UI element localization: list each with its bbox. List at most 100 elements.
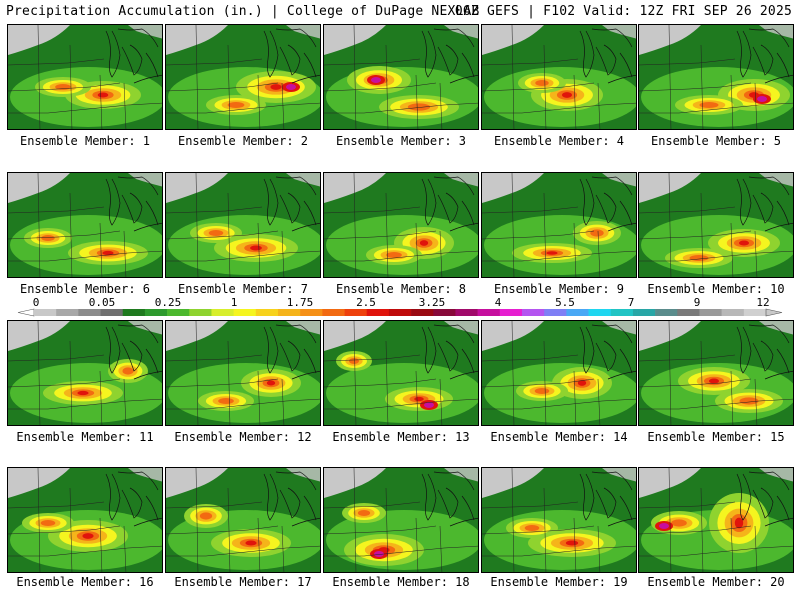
- ensemble-member-map: [638, 467, 794, 573]
- precip-map: [482, 468, 636, 572]
- precip-map: [166, 468, 320, 572]
- colorbar-tick-label: 5.5: [555, 296, 575, 309]
- precip-map: [8, 173, 162, 277]
- ensemble-member-map: [323, 467, 479, 573]
- colorbar-swatch: [211, 309, 234, 316]
- ensemble-member-label: Ensemble Member: 12: [174, 430, 312, 444]
- colorbar-swatch: [167, 309, 190, 316]
- precip-map: [639, 173, 793, 277]
- ensemble-member-label: Ensemble Member: 13: [332, 430, 470, 444]
- colorbar-tick-label: 9: [693, 296, 701, 309]
- precip-map: [482, 173, 636, 277]
- ensemble-member-label: Ensemble Member: 2: [177, 134, 309, 148]
- ensemble-member-map: [323, 172, 479, 278]
- ensemble-member-map: [638, 320, 794, 426]
- colorbar-tick-label: 0.05: [88, 296, 116, 309]
- colorbar-swatch: [344, 309, 368, 316]
- colorbar-swatch: [455, 309, 478, 316]
- colorbar-swatch: [544, 309, 567, 316]
- precip-map: [166, 173, 320, 277]
- precip-map: [166, 321, 320, 425]
- precip-map: [8, 468, 162, 572]
- precip-map: [324, 321, 478, 425]
- ensemble-member-map: [481, 24, 637, 130]
- precip-map: [639, 321, 793, 425]
- ensemble-member-map: [165, 172, 321, 278]
- colorbar-swatch: [477, 309, 501, 316]
- colorbar-swatch: [588, 309, 612, 316]
- colorbar-tick-label: 7: [627, 296, 635, 309]
- colorbar-swatch: [655, 309, 678, 316]
- ensemble-member-label: Ensemble Member: 1: [19, 134, 151, 148]
- colorbar-swatch: [56, 309, 79, 316]
- colorbar-swatch: [34, 309, 57, 316]
- precip-map: [8, 25, 162, 129]
- ensemble-member-label: Ensemble Member: 14: [490, 430, 628, 444]
- colorbar-swatch: [743, 309, 767, 316]
- precip-map: [166, 25, 320, 129]
- colorbar-tick-label: 12: [756, 296, 770, 309]
- colorbar-tick-label: 0.25: [154, 296, 182, 309]
- ensemble-member-map: [165, 320, 321, 426]
- ensemble-member-label: Ensemble Member: 6: [19, 282, 151, 296]
- colorbar-swatch: [677, 309, 700, 316]
- precip-map: [482, 321, 636, 425]
- ensemble-member-label: Ensemble Member: 19: [490, 575, 628, 589]
- colorbar-swatch: [255, 309, 279, 316]
- colorbar-max-arrow: [765, 308, 783, 317]
- ensemble-member-map: [165, 24, 321, 130]
- colorbar-swatch: [78, 309, 101, 316]
- ensemble-member-map: [7, 24, 163, 130]
- ensemble-member-map: [481, 467, 637, 573]
- colorbar-swatch: [322, 309, 345, 316]
- ensemble-member-map: [638, 24, 794, 130]
- colorbar-tick-label: 1.75: [286, 296, 314, 309]
- ensemble-member-label: Ensemble Member: 20: [647, 575, 785, 589]
- precip-map: [324, 173, 478, 277]
- page-title: Precipitation Accumulation (in.) | Colle…: [6, 4, 480, 19]
- colorbar-swatch: [566, 309, 589, 316]
- ensemble-member-label: Ensemble Member: 16: [16, 575, 154, 589]
- ensemble-member-map: [323, 24, 479, 130]
- colorbar-swatch: [610, 309, 634, 316]
- ensemble-member-map: [481, 172, 637, 278]
- ensemble-member-label: Ensemble Member: 8: [335, 282, 467, 296]
- ensemble-member-label: Ensemble Member: 9: [493, 282, 625, 296]
- ensemble-member-label: Ensemble Member: 17: [174, 575, 312, 589]
- colorbar-tick-label: 0: [32, 296, 40, 309]
- ensemble-member-label: Ensemble Member: 4: [493, 134, 625, 148]
- ensemble-member-label: Ensemble Member: 10: [647, 282, 785, 296]
- ensemble-member-map: [7, 467, 163, 573]
- ensemble-member-map: [481, 320, 637, 426]
- ensemble-member-map: [7, 172, 163, 278]
- ensemble-member-label: Ensemble Member: 7: [177, 282, 309, 296]
- ensemble-member-map: [7, 320, 163, 426]
- ensemble-member-label: Ensemble Member: 15: [647, 430, 785, 444]
- ensemble-member-label: Ensemble Member: 11: [16, 430, 154, 444]
- colorbar-swatch: [278, 309, 301, 316]
- colorbar-swatch: [632, 309, 656, 316]
- colorbar-tick-label: 4: [494, 296, 502, 309]
- colorbar-min-arrow: [17, 308, 35, 317]
- colorbar-swatch: [122, 309, 146, 316]
- ensemble-member-map: [323, 320, 479, 426]
- ensemble-member-label: Ensemble Member: 5: [650, 134, 782, 148]
- ensemble-member-map: [165, 467, 321, 573]
- colorbar-swatch: [388, 309, 412, 316]
- precip-map: [324, 468, 478, 572]
- colorbar-tick-label: 2.5: [356, 296, 376, 309]
- precip-map: [324, 25, 478, 129]
- colorbar-swatch: [300, 309, 323, 316]
- precip-map: [639, 468, 793, 572]
- precip-map: [482, 25, 636, 129]
- colorbar-swatch: [499, 309, 523, 316]
- colorbar-tick-label: 1: [230, 296, 238, 309]
- ensemble-member-label: Ensemble Member: 3: [335, 134, 467, 148]
- colorbar-swatch: [411, 309, 434, 316]
- colorbar-swatch: [144, 309, 168, 316]
- ensemble-member-map: [638, 172, 794, 278]
- precip-map: [639, 25, 793, 129]
- colorbar-swatch: [522, 309, 545, 316]
- colorbar-swatch: [233, 309, 257, 316]
- model-run-info: 06Z GEFS | F102 Valid: 12Z FRI SEP 26 20…: [454, 4, 792, 19]
